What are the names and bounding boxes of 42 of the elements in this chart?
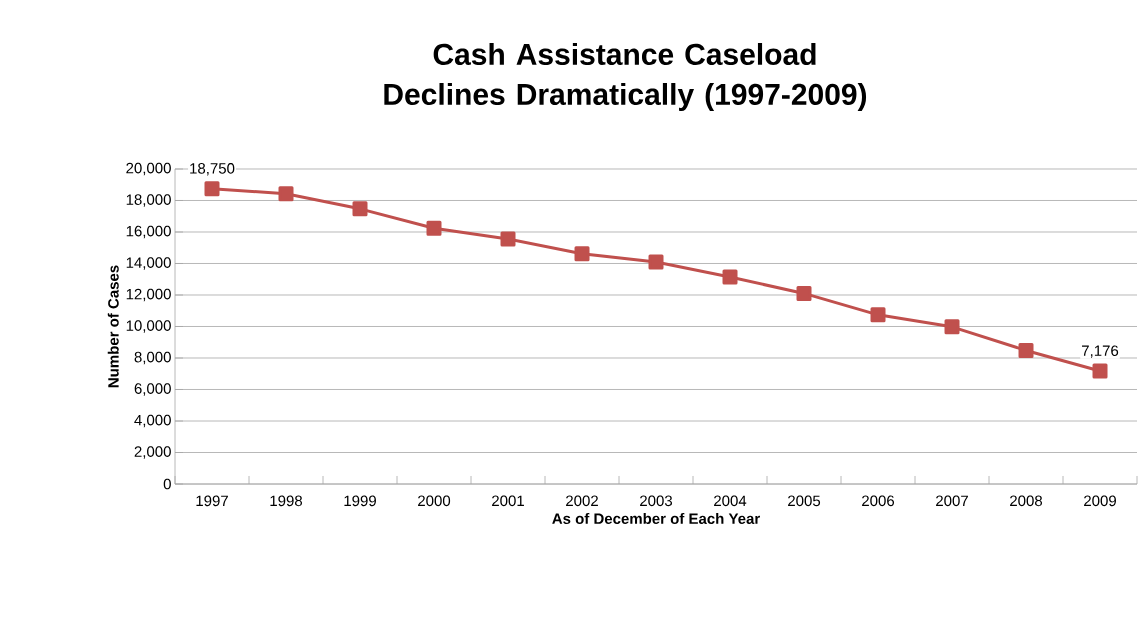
point [796,285,812,301]
x-tick-label: 2007 [936,495,968,507]
x-tick-label: 2004 [714,495,747,507]
x-tick-label: 2002 [566,495,598,507]
y-tick-label: 18,000 [126,194,171,207]
data-label: 18,750 [190,163,235,176]
x-tick-label: 2001 [492,495,524,507]
y-tick-label: 12,000 [126,288,171,302]
point [204,181,220,197]
point [1018,342,1034,358]
point [426,220,442,236]
point [500,231,516,247]
y-tick-label: 0 [163,478,171,490]
y-tick-label: 10,000 [126,320,171,333]
x-tick-label: 2009 [1084,495,1116,507]
x-tick-label: 1998 [270,495,303,507]
y-tick-label: 14,000 [126,257,171,270]
point [278,186,294,202]
point [352,201,368,217]
point [944,319,960,335]
y-axis-title: Number of Cases [107,265,119,388]
y-tick-label: 16,000 [126,225,171,239]
y-tick-label: 2,000 [134,446,171,459]
x-tick-label: 2000 [418,495,451,507]
x-tick-label: 2003 [640,495,673,507]
point [722,269,738,285]
y-tick-label: 8,000 [134,351,171,365]
x-tick-label: 2005 [788,495,821,507]
y-tick-label: 6,000 [134,383,171,396]
x-tick-label: 2008 [1010,495,1043,507]
y-tick-label: 20,000 [126,162,171,176]
x-axis-title: As of December of Each Year [552,512,760,524]
point [648,254,664,270]
point [574,246,590,262]
x-tick-label: 1997 [196,495,228,507]
chart-title: Cash Assistance Caseload Declines Dramatically (1997-2009) [384,43,867,111]
point [1092,363,1108,379]
x-tick-label: 2006 [862,495,895,507]
x-tick-label: 1999 [344,495,376,507]
data-label: 7,176 [1082,345,1119,358]
point [870,307,886,323]
y-tick-label: 4,000 [134,414,171,428]
